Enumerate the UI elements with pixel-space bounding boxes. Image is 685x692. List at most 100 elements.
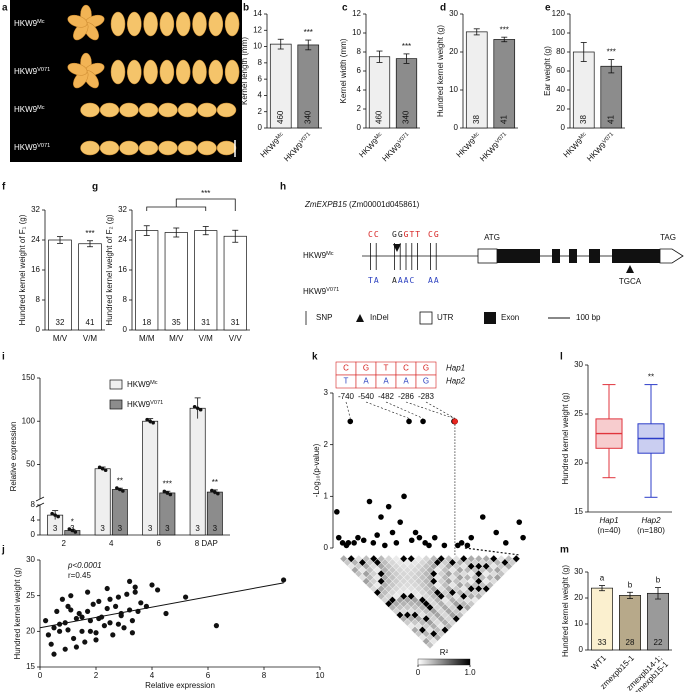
y-tick-label: 0 bbox=[561, 123, 566, 132]
group-letter: a bbox=[600, 574, 605, 583]
x-tick-label: 8 bbox=[262, 671, 267, 680]
kernel bbox=[143, 11, 158, 37]
replicate-dot bbox=[195, 406, 200, 411]
y-axis-label: -Log₁₀(p-value) bbox=[312, 443, 321, 497]
x-tick-label: 6 bbox=[206, 671, 211, 680]
y-axis-label: Hundred kernel weight (g) bbox=[13, 567, 22, 659]
legend-label: Exon bbox=[501, 313, 519, 322]
snp-letters: GGGTT bbox=[392, 230, 421, 239]
point bbox=[155, 587, 161, 593]
y-tick-label: 4 bbox=[357, 85, 362, 94]
y-tick-label: 20 bbox=[574, 593, 583, 602]
n-label: 3 bbox=[213, 524, 218, 533]
bar bbox=[48, 239, 72, 331]
allele: C bbox=[343, 364, 349, 373]
snp-letters: CG bbox=[428, 230, 440, 239]
n-label: 3 bbox=[100, 524, 105, 533]
y-tick-label: 25 bbox=[574, 409, 583, 418]
kernel bbox=[99, 140, 120, 156]
utr-3 bbox=[659, 248, 684, 264]
replicate-dot bbox=[100, 466, 105, 471]
replicate-dot bbox=[168, 492, 173, 497]
legend-indel bbox=[356, 314, 364, 322]
y-tick-label: 80 bbox=[556, 47, 565, 56]
connector bbox=[345, 401, 351, 419]
snp-point bbox=[408, 537, 415, 544]
x-tick-label-sup: V071 bbox=[299, 132, 312, 145]
point bbox=[113, 603, 119, 609]
snp-point bbox=[520, 534, 526, 541]
exon bbox=[552, 249, 560, 263]
snp-point bbox=[441, 542, 448, 549]
x-tick-label-sup: Mc bbox=[578, 132, 588, 142]
bar bbox=[194, 230, 218, 331]
snp-point bbox=[464, 542, 471, 549]
allele: T bbox=[344, 377, 349, 386]
legend-label-base: HKW9 bbox=[127, 400, 151, 409]
kernel bbox=[119, 102, 139, 118]
point bbox=[90, 601, 96, 607]
kernel bbox=[224, 11, 240, 37]
y-tick-label: 30 bbox=[26, 555, 35, 564]
allele: T bbox=[384, 364, 389, 373]
snp-letters: TA bbox=[368, 276, 380, 285]
y-tick-label: 16 bbox=[118, 265, 127, 274]
x-tick-label-sup: Mc bbox=[275, 132, 285, 142]
snp-point bbox=[493, 529, 500, 536]
point bbox=[87, 628, 93, 634]
group-letter: b bbox=[628, 580, 633, 589]
n-label: 22 bbox=[654, 638, 663, 647]
x-tick-label: V/M bbox=[199, 334, 214, 343]
significance: ** bbox=[212, 478, 218, 487]
kernel bbox=[208, 59, 224, 85]
y-tick-label: 0 bbox=[258, 123, 263, 132]
point bbox=[71, 635, 77, 642]
y-tick-label: 10 bbox=[449, 85, 458, 94]
kernel bbox=[177, 140, 198, 156]
y-tick-label: 15 bbox=[26, 662, 35, 671]
point bbox=[101, 623, 107, 629]
y-tick-label: 8 bbox=[31, 500, 36, 509]
snp-point bbox=[334, 509, 340, 515]
kernel bbox=[197, 102, 217, 118]
x-tick-label: 2 bbox=[94, 671, 99, 680]
kernel bbox=[119, 140, 139, 156]
point bbox=[76, 610, 82, 617]
kernel bbox=[224, 59, 240, 85]
stat-annotation: p<0.0001 bbox=[67, 561, 102, 570]
panel-letter: f bbox=[2, 182, 6, 193]
x-axis-label: Relative expression bbox=[145, 681, 215, 690]
x-tick-label: HKW9V071 bbox=[585, 132, 617, 164]
y-axis-label: Ear weight (g) bbox=[543, 46, 552, 96]
significance: ** bbox=[117, 476, 123, 485]
replicate-dot bbox=[53, 513, 57, 517]
ld-cell bbox=[512, 554, 521, 563]
panel-letter: e bbox=[545, 3, 551, 14]
point bbox=[82, 639, 88, 645]
row-label-sup: V071 bbox=[37, 68, 50, 74]
utr bbox=[477, 248, 498, 264]
snp-position: -482 bbox=[378, 392, 395, 401]
point bbox=[115, 594, 121, 600]
x-tick-label-sup: V071 bbox=[397, 132, 410, 145]
snp-point bbox=[385, 503, 392, 510]
x-tick-label-sup: Mc bbox=[374, 132, 384, 142]
y-tick-label: 20 bbox=[26, 626, 35, 635]
snp-position: -740 bbox=[338, 392, 355, 401]
panel-letter: g bbox=[92, 182, 98, 193]
panel-letter: b bbox=[243, 3, 249, 14]
point bbox=[79, 614, 85, 620]
y-axis-label: Hundred kernel weight (g) bbox=[436, 25, 445, 117]
y-tick-label: 100 bbox=[552, 28, 566, 37]
point bbox=[93, 630, 99, 636]
x-tick-label: 8 DAP bbox=[195, 539, 218, 548]
point bbox=[85, 589, 91, 595]
y-tick-label: 6 bbox=[258, 74, 263, 83]
point bbox=[45, 632, 52, 638]
kernel bbox=[159, 11, 175, 37]
indel-marker bbox=[393, 244, 401, 252]
bar bbox=[189, 407, 206, 536]
point bbox=[110, 632, 116, 638]
kernel bbox=[175, 11, 191, 37]
